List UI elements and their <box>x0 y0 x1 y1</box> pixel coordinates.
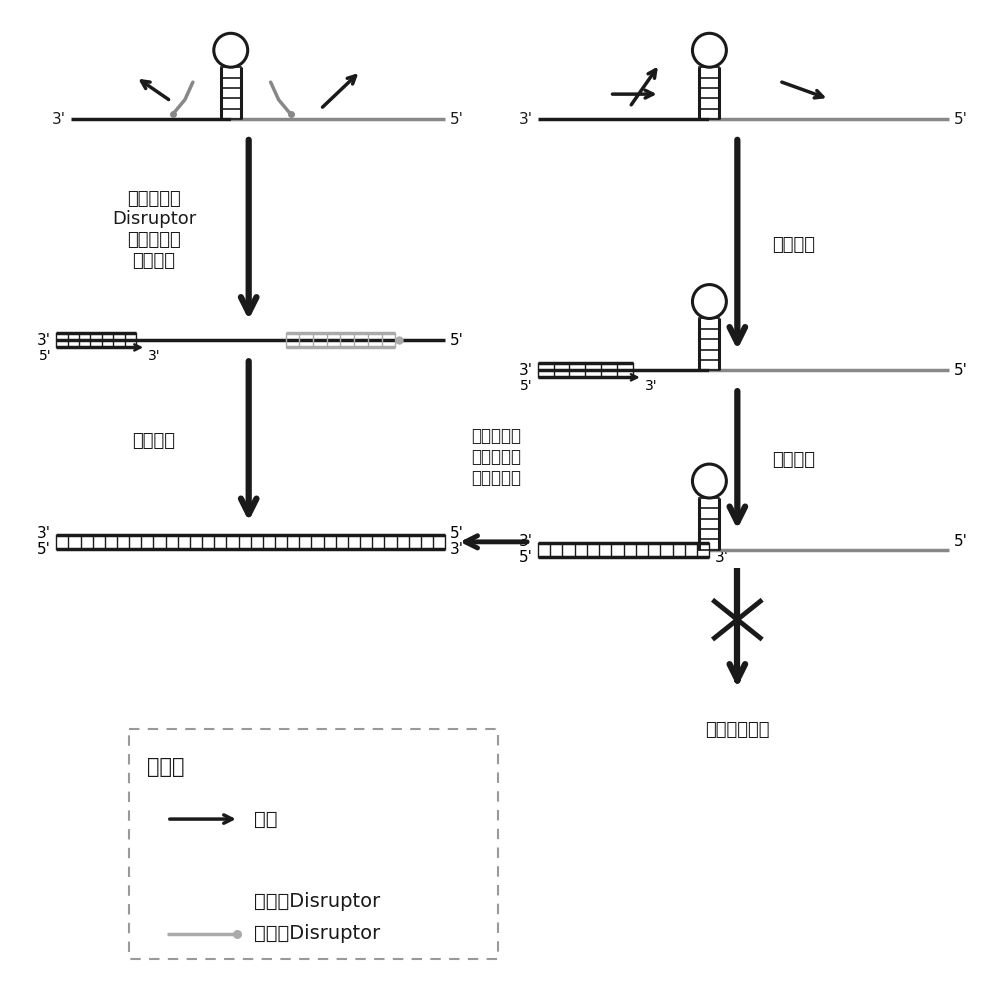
Text: 3': 3' <box>714 550 728 566</box>
Circle shape <box>692 464 726 498</box>
Circle shape <box>692 33 726 67</box>
Text: 3': 3' <box>519 111 533 127</box>
Text: 杂交前Disruptor: 杂交前Disruptor <box>254 892 380 911</box>
Text: 引物杂交: 引物杂交 <box>772 236 815 254</box>
Text: 3': 3' <box>519 534 533 549</box>
Text: 反应提前终止: 反应提前终止 <box>705 721 770 739</box>
Text: 杂交后Disruptor: 杂交后Disruptor <box>254 924 380 944</box>
Text: 3': 3' <box>52 111 66 127</box>
Text: 图例：: 图例： <box>147 758 184 777</box>
Text: 继续延伸合
成双链产物
的效率降低: 继续延伸合 成双链产物 的效率降低 <box>472 427 522 487</box>
Text: 5': 5' <box>520 379 533 394</box>
Text: 5': 5' <box>519 550 533 566</box>
Text: 引物杂交和
Disruptor
解链分子内
二级结构: 引物杂交和 Disruptor 解链分子内 二级结构 <box>112 190 196 270</box>
Text: 3': 3' <box>37 526 51 541</box>
Text: 5': 5' <box>450 333 464 348</box>
Text: 5': 5' <box>954 363 968 378</box>
Text: 引物延伸: 引物延伸 <box>132 432 175 450</box>
Text: 3': 3' <box>519 363 533 378</box>
Text: 引物: 引物 <box>254 810 277 829</box>
Text: 5': 5' <box>954 111 968 127</box>
FancyBboxPatch shape <box>129 729 498 958</box>
Text: 3': 3' <box>37 333 51 348</box>
Text: 5': 5' <box>450 111 464 127</box>
Text: 5': 5' <box>954 534 968 549</box>
Circle shape <box>692 284 726 319</box>
Text: 引物延伸: 引物延伸 <box>772 451 815 469</box>
Circle shape <box>214 33 248 67</box>
Text: 5': 5' <box>39 349 51 363</box>
Text: 5': 5' <box>450 526 464 541</box>
Text: 3': 3' <box>148 349 161 363</box>
Text: 5': 5' <box>37 542 51 557</box>
Text: 3': 3' <box>645 379 657 394</box>
Text: 3': 3' <box>450 542 464 557</box>
